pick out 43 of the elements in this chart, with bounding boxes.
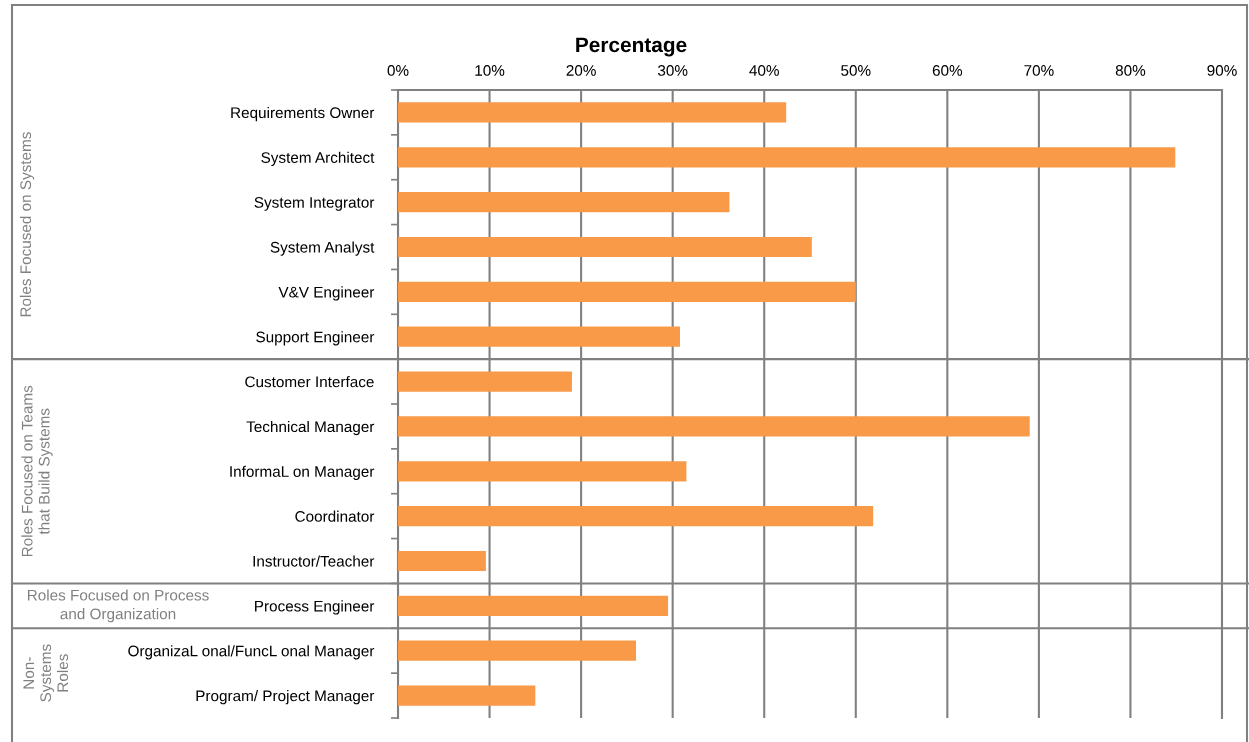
bar [398,236,812,258]
text: Roles Focused on Process and Organization [27,589,209,623]
text: Non- Systems Roles [23,644,69,702]
bar [398,506,874,527]
x-tick-label: 10% [475,65,505,76]
x-tick-label: 20% [566,65,596,76]
y-tick-label: System Analyst [270,241,375,256]
x-tick-label: 0% [387,65,409,76]
bar [398,147,1176,168]
y-tick-label: InformaL on Manager [230,465,375,480]
y-tick-label: Customer Interface [245,376,374,388]
x-tick-label: 60% [932,65,963,76]
bar [398,550,486,572]
y-tick-label: Program/ Project Manager [196,690,375,705]
y-tick-label: Process Engineer [255,600,375,615]
y-tick-label: Requirements Owner [231,106,375,122]
y-tick-label: Instructor/Teacher [253,555,375,567]
bar [398,192,730,213]
y-tick-label: System Integrator [254,197,375,211]
x-tick-label: 90% [1207,65,1237,76]
bar [398,595,669,616]
y-tick-label: V&V Engineer [278,286,375,301]
text: Roles Focused on Systems [19,132,35,317]
bar [398,326,680,347]
bar [398,461,687,482]
x-tick-label: 40% [749,65,779,76]
y-tick-label: System Architect [261,151,375,166]
text: Roles Focused on Teams that Build Systems [21,385,53,557]
bar [398,416,1030,437]
bar [398,640,637,661]
bar [398,102,787,123]
x-tick-label: 70% [1024,65,1054,76]
bar [398,281,856,302]
bar [398,371,572,392]
x-tick-label: 30% [657,65,688,76]
y-tick-label: Technical Manager [246,420,375,436]
y-tick-label: Coordinator [295,510,375,522]
x-axis-title: Percentage [576,37,687,57]
x-tick-label: 50% [841,65,871,76]
x-tick-label: 80% [1115,65,1146,76]
y-tick-label: Support Engineer [256,331,375,346]
y-tick-label: OrganizaL onal/FuncL onal Manager [128,645,375,660]
bar [398,685,536,706]
